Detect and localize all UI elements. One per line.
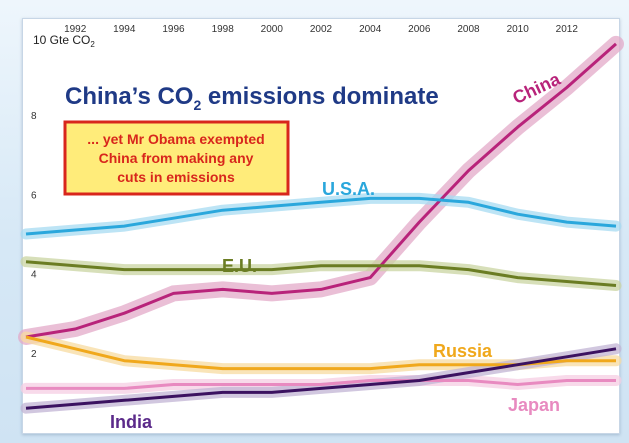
- line-china: [25, 42, 617, 339]
- x-tick-label-1996: 1996: [162, 24, 185, 35]
- x-tick-label-2010: 2010: [507, 24, 530, 35]
- x-tick-label-1994: 1994: [113, 24, 136, 35]
- chart-title: China’s CO2 emissions dominate: [65, 83, 439, 113]
- series-labels: China U.S.A. E.U. Russia Japan India: [110, 68, 564, 432]
- y-tick-label-6: 6: [31, 190, 37, 201]
- x-tick-label-2000: 2000: [261, 24, 284, 35]
- x-tick-label-2008: 2008: [457, 24, 480, 35]
- y-tick-label-2: 2: [31, 349, 37, 360]
- callout-line-2: China from making any: [99, 150, 254, 166]
- series-lines: [25, 42, 617, 410]
- series-label-eu: E.U.: [222, 256, 257, 276]
- x-tick-label-2002: 2002: [310, 24, 333, 35]
- x-tick-label-2004: 2004: [359, 24, 382, 35]
- callout-line-1: ... yet Mr Obama exempted: [87, 131, 264, 147]
- callout-box: [63, 120, 290, 196]
- x-tick-label-2006: 2006: [408, 24, 431, 35]
- y-axis-unit-label: 10 Gte CO2: [33, 33, 95, 49]
- line-japan: [26, 379, 616, 390]
- x-tick-label-1992: 1992: [64, 24, 87, 35]
- y-tick-label-4: 4: [31, 270, 37, 281]
- x-tick-label-1998: 1998: [212, 24, 235, 35]
- y-tick-label-8: 8: [31, 111, 37, 122]
- annotation-callout: ... yet Mr Obama exempted China from mak…: [63, 120, 290, 196]
- y-axis-tick-labels: 2 4 6 8: [31, 111, 37, 360]
- series-label-japan: Japan: [508, 395, 560, 415]
- x-tick-label-2012: 2012: [556, 24, 579, 35]
- line-usa: [25, 196, 617, 236]
- callout-line-3: cuts in emissions: [117, 169, 235, 185]
- series-label-usa: U.S.A.: [322, 179, 375, 199]
- series-label-russia: Russia: [433, 341, 493, 361]
- series-label-india: India: [110, 412, 153, 432]
- x-axis-tick-labels: 1992 1994 1996 1998 2000 2002 2004 2006 2008 2010…: [64, 24, 578, 35]
- line-eu: [25, 260, 617, 287]
- line-india: [25, 347, 617, 410]
